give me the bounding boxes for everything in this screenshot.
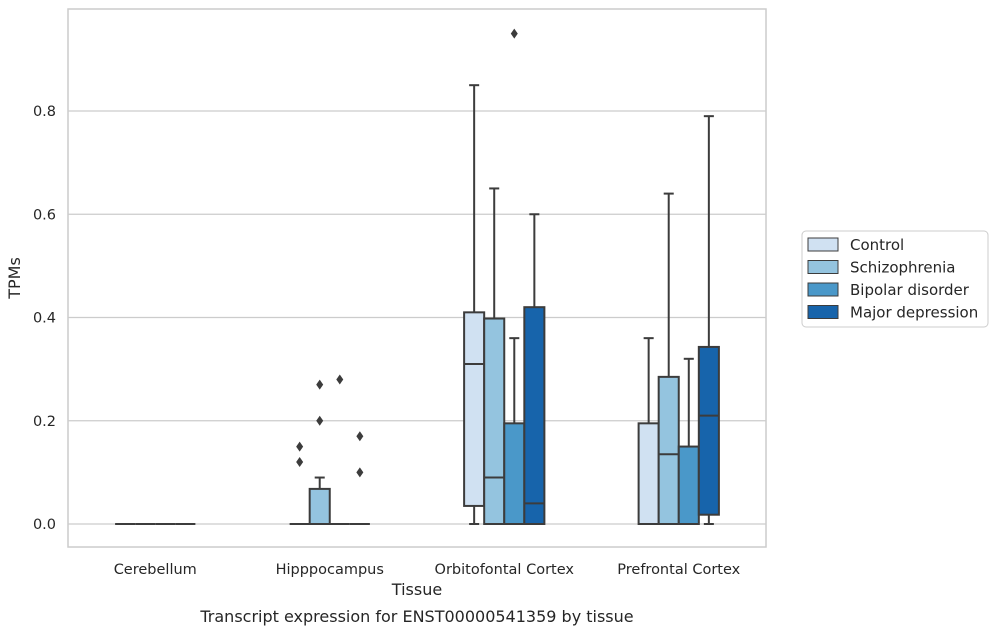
box-1-2 [329,374,350,525]
legend-swatch [807,305,839,319]
box-iqr [308,487,331,525]
y-tick-label: 0.8 [33,104,56,120]
legend: Control Schizophrenia Bipolar disorder Majo… [801,230,989,328]
x-tick-label: Cerebellum [114,562,197,578]
box-3-2 [677,357,700,525]
box-iqr [677,445,700,525]
x-tick-label: Hipppocampus [276,562,384,578]
outlier-point [296,441,304,452]
legend-swatch [807,260,839,274]
legend-label: Major depression [850,304,978,322]
x-tick-label: Prefrontal Cortex [617,562,740,578]
y-tick-labels: 0.0 0.2 0.4 0.6 0.8 [33,104,56,533]
plot-marks [115,28,720,525]
y-tick-label: 0.0 [33,517,56,533]
box-2-0 [463,84,486,525]
box-3-3 [697,115,720,525]
box-iqr [523,306,546,525]
x-tick-labels: Cerebellum Hipppocampus Orbitofontal Corte… [114,562,741,578]
outlier-point [356,431,364,442]
box-3-0 [637,337,660,525]
box-iqr [657,375,680,525]
outlier-point [296,457,304,468]
box-1-3 [349,431,370,525]
y-axis-label: TPMs [5,257,24,300]
legend-swatch [807,237,839,252]
y-tick-label: 0.6 [33,207,56,223]
box-iqr [483,317,506,525]
box-2-3 [523,213,546,525]
legend-label: Control [850,236,904,254]
box-2-1 [483,187,506,525]
box-1-0 [289,441,310,525]
box-iqr [463,311,486,507]
legend-label: Schizophrenia [850,259,955,277]
outlier-point [356,467,364,478]
outlier-point [316,379,324,390]
box-1-1 [308,379,331,525]
x-tick-label: Orbitofontal Cortex [435,562,575,578]
box-iqr [637,422,660,525]
y-tick-label: 0.2 [33,414,56,430]
box-iqr [697,345,720,516]
box-2-2 [503,28,526,525]
outlier-point [510,28,518,39]
plot-frame [67,8,767,548]
box-3-1 [657,192,680,525]
outlier-point [336,374,344,385]
chart-caption: Transcript expression for ENST0000054135… [199,607,633,626]
outlier-point [316,415,324,426]
legend-label: Bipolar disorder [850,281,970,299]
y-tick-label: 0.4 [33,311,56,327]
x-axis-label: Tissue [391,580,442,599]
legend-swatch [807,282,839,297]
box-iqr [503,422,526,525]
legend-frame [801,230,989,328]
